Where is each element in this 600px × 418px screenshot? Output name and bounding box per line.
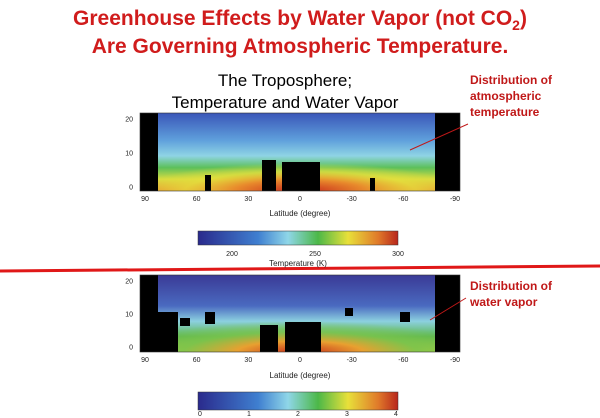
colorbar-label: Temperature (K): [269, 259, 327, 268]
colorbar: [197, 230, 399, 246]
y-tick-label: 0: [129, 185, 133, 192]
annotation: temperature: [470, 105, 540, 119]
annotation: water vapor: [469, 295, 538, 309]
colorbar-tick-label: 250: [309, 251, 321, 258]
arrow: [409, 123, 469, 151]
heatmap: [139, 274, 461, 353]
y-tick-label: 0: [129, 345, 133, 352]
colorbar-tick-label: 1: [247, 411, 251, 418]
divider: [0, 264, 600, 273]
x-tick-label: -30: [347, 357, 357, 364]
title-line: Greenhouse Effects by Water Vapor (not C…: [73, 7, 527, 33]
x-tick-label: 30: [244, 196, 252, 203]
subtitle: Temperature and Water Vapor: [172, 93, 399, 112]
title-text: Greenhouse Effects by Water Vapor (not C…: [73, 7, 512, 30]
subtitle: The Troposphere;: [218, 71, 352, 90]
colorbar: [197, 391, 399, 411]
title-line: Are Governing Atmospheric Temperature.: [92, 35, 509, 58]
x-tick-label: 60: [193, 196, 201, 203]
y-tick-label: 20: [125, 279, 133, 286]
title-text: ): [520, 7, 527, 30]
x-tick-label: -90: [450, 357, 460, 364]
colorbar-tick-label: 3: [345, 411, 349, 418]
y-tick-label: 10: [125, 151, 133, 158]
colorbar-tick-label: 300: [392, 251, 404, 258]
x-tick-label: 90: [141, 196, 149, 203]
x-axis-label: Latitude (degree): [270, 371, 331, 380]
x-tick-label: 0: [298, 196, 302, 203]
annotation: atmospheric: [470, 89, 542, 103]
x-tick-label: 90: [141, 357, 149, 364]
x-tick-label: 30: [244, 357, 252, 364]
y-tick-label: 10: [125, 312, 133, 319]
x-tick-label: 60: [193, 357, 201, 364]
colorbar-tick-label: 4: [394, 411, 398, 418]
title-subscript: 2: [512, 17, 520, 33]
x-tick-label: 0: [298, 357, 302, 364]
colorbar-tick-label: 0: [198, 411, 202, 418]
annotation: Distribution of: [470, 73, 553, 87]
x-tick-label: -30: [347, 196, 357, 203]
colorbar-tick-label: 2: [296, 411, 300, 418]
colorbar-tick-label: 200: [226, 251, 238, 258]
x-tick-label: -60: [398, 357, 408, 364]
x-axis-label: Latitude (degree): [270, 209, 331, 218]
annotation: Distribution of: [470, 279, 553, 293]
arrow: [429, 297, 467, 321]
heatmap: [139, 112, 461, 192]
x-tick-label: -60: [398, 196, 408, 203]
y-tick-label: 20: [125, 117, 133, 124]
x-tick-label: -90: [450, 196, 460, 203]
